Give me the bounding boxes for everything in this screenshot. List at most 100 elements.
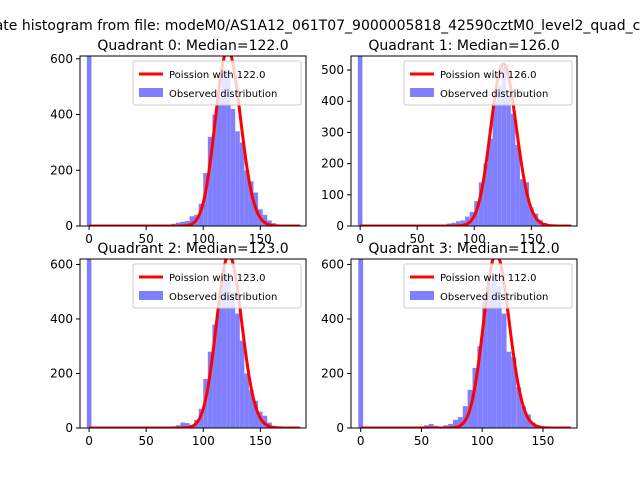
poisson-curve bbox=[88, 56, 301, 226]
plot-area bbox=[358, 259, 572, 428]
subplot-title: Quadrant 3: Median=112.0 bbox=[368, 241, 559, 257]
y-tick-label: 100 bbox=[321, 188, 344, 202]
histogram-bar bbox=[230, 291, 236, 428]
histogram-bar bbox=[212, 324, 217, 428]
y-tick-label: 600 bbox=[321, 257, 344, 271]
histogram-bar bbox=[185, 423, 190, 428]
histogram-bar bbox=[462, 406, 468, 428]
y-tick-label: 400 bbox=[50, 312, 73, 326]
y-tick-label: 400 bbox=[321, 94, 344, 108]
histogram-bar bbox=[244, 170, 249, 226]
axes-frame bbox=[350, 55, 578, 227]
subplot-title: Quadrant 1: Median=126.0 bbox=[368, 38, 559, 54]
x-tick-label: 50 bbox=[410, 232, 425, 246]
plot-area bbox=[86, 56, 301, 226]
histogram-bar bbox=[497, 85, 502, 226]
histogram-bar bbox=[515, 144, 520, 226]
y-tick-label: 400 bbox=[50, 108, 73, 122]
histogram-bar bbox=[203, 173, 208, 226]
histogram-bar bbox=[216, 302, 222, 428]
histogram-bar bbox=[496, 286, 502, 428]
subplot-quadrant-3: 0 50 100 150 0 200 400 600 Quadrant 3: Median=11… bbox=[321, 241, 578, 448]
histogram-bar bbox=[482, 297, 488, 428]
y-tick-label: 0 bbox=[336, 219, 344, 233]
histogram-bar bbox=[448, 423, 454, 428]
x-tick-label: 0 bbox=[356, 232, 364, 246]
histogram-bar bbox=[267, 220, 272, 226]
histogram-bar bbox=[478, 182, 484, 226]
poisson-curve bbox=[359, 62, 572, 226]
histogram-bar bbox=[510, 113, 516, 226]
histogram-bar bbox=[487, 138, 493, 226]
subplot-quadrant-2: 0 50 100 150 0 200 400 600 Quadrant 2: Median=12… bbox=[50, 241, 307, 448]
histogram-bar bbox=[357, 56, 363, 226]
y-tick-label: 500 bbox=[321, 63, 344, 77]
histogram-bar bbox=[239, 142, 245, 226]
histogram-bar bbox=[453, 419, 458, 428]
histogram-bar bbox=[226, 275, 231, 428]
y-tick-label: 0 bbox=[65, 219, 73, 233]
poisson-curve bbox=[360, 259, 572, 428]
histogram-bar bbox=[235, 313, 240, 428]
histogram-bar bbox=[521, 406, 526, 428]
y-tick-label: 600 bbox=[50, 52, 73, 66]
histogram-bar bbox=[492, 101, 498, 226]
y-tick-label: 0 bbox=[336, 421, 344, 435]
histogram-bar bbox=[262, 214, 268, 226]
x-tick-label: 0 bbox=[85, 232, 93, 246]
histogram-bar bbox=[472, 368, 478, 428]
legend-box bbox=[132, 60, 302, 106]
histogram-bar bbox=[212, 114, 217, 226]
subplot-title: Quadrant 0: Median=122.0 bbox=[97, 38, 288, 54]
histogram-bar bbox=[185, 220, 190, 226]
histogram-bar bbox=[207, 351, 213, 428]
legend: Poission with 123.0 Observed distribution bbox=[132, 263, 302, 309]
axes-frame bbox=[350, 258, 578, 429]
axes-frame bbox=[79, 258, 307, 429]
legend-bar-swatch bbox=[410, 88, 434, 97]
y-tick-label: 400 bbox=[321, 312, 344, 326]
legend-bar-label: Observed distribution bbox=[440, 89, 548, 100]
subplot-quadrant-1: 0 50 100 150 0 100 200 300 400 500 Quadrant 1: Med… bbox=[321, 38, 578, 246]
legend-bar-label: Observed distribution bbox=[169, 89, 277, 100]
subplot-grid: 0 50 100 150 0 200 400 600 Quadrant 0: Median=12… bbox=[50, 38, 578, 448]
x-tick-label: 100 bbox=[192, 434, 215, 448]
histogram-bar bbox=[465, 216, 470, 226]
histogram-bar bbox=[460, 220, 466, 226]
histogram-bar bbox=[207, 136, 213, 226]
plot-area bbox=[357, 56, 572, 226]
legend-bar-swatch bbox=[139, 291, 163, 300]
histogram-bar bbox=[428, 423, 434, 428]
histogram-bar bbox=[248, 389, 254, 428]
histogram-bar bbox=[519, 179, 525, 226]
figure-title: Count rate histogram from file: modeM0/A… bbox=[0, 18, 640, 34]
histogram-bar bbox=[477, 346, 483, 428]
histogram-bar bbox=[506, 351, 512, 428]
histogram-bar bbox=[235, 131, 240, 226]
legend-box bbox=[403, 263, 573, 309]
legend-bar-swatch bbox=[139, 88, 163, 97]
histogram-bar bbox=[216, 97, 222, 226]
histogram-bar bbox=[180, 221, 186, 226]
legend-bar-label: Observed distribution bbox=[169, 292, 277, 303]
legend-box bbox=[132, 263, 302, 309]
histogram-bar bbox=[358, 259, 364, 428]
x-tick-label: 50 bbox=[139, 434, 154, 448]
x-tick-label: 150 bbox=[532, 434, 555, 448]
y-tick-label: 0 bbox=[65, 421, 73, 435]
histogram-bar bbox=[529, 207, 534, 226]
x-tick-label: 0 bbox=[85, 434, 93, 448]
legend-line-label: Poission with 126.0 bbox=[440, 70, 536, 81]
x-tick-label: 0 bbox=[357, 434, 365, 448]
histogram-bar bbox=[230, 108, 236, 226]
histogram-bar bbox=[487, 286, 492, 428]
legend-bar-swatch bbox=[410, 291, 434, 300]
histogram-bar bbox=[253, 400, 259, 428]
histogram-bar bbox=[248, 181, 254, 226]
x-tick-label: 150 bbox=[520, 232, 543, 246]
y-tick-label: 200 bbox=[321, 366, 344, 380]
histogram-bar bbox=[86, 56, 92, 226]
histogram-bar bbox=[456, 221, 461, 226]
histogram-bar bbox=[501, 66, 507, 226]
